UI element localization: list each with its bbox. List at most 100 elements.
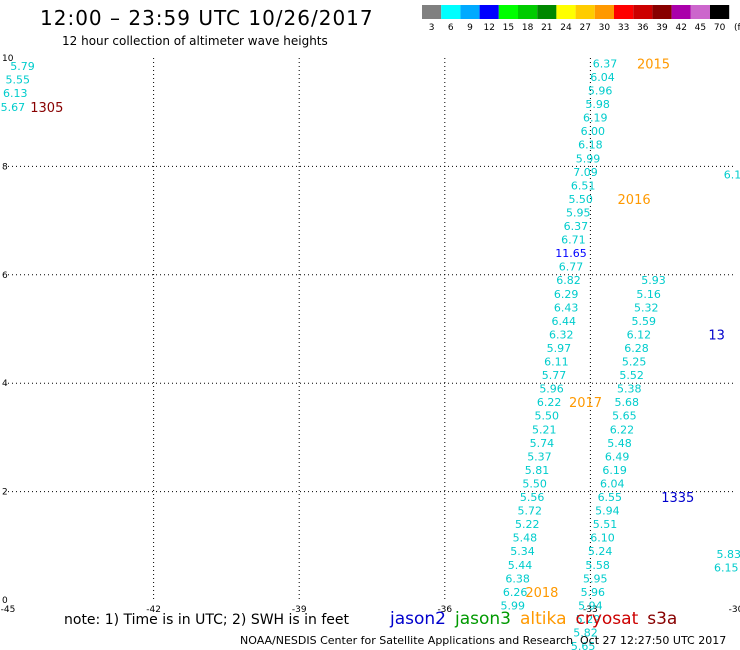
wave-height-point: 5.51 (593, 518, 618, 531)
color-scale-tick: 39 (656, 23, 668, 33)
color-scale-tick: 36 (637, 23, 649, 33)
wave-height-point: 6.04 (590, 71, 615, 84)
wave-height-point: 5.38 (617, 383, 642, 396)
color-swatch (422, 5, 442, 19)
wave-height-point: 6.19 (583, 112, 608, 125)
wave-height-point: 5.55 (5, 74, 30, 87)
color-swatch (556, 5, 576, 19)
color-scale-tick: 70 (714, 23, 726, 33)
wave-height-point: 6.77 (559, 261, 584, 274)
wave-height-point: 6.19 (602, 464, 627, 477)
y-tick-label: 10 (2, 54, 14, 64)
wave-height-point: 6.12 (627, 328, 652, 341)
wave-height-point: 5.50 (568, 193, 593, 206)
color-scale-tick: 3 (429, 23, 435, 33)
wave-height-point: 5.67 (1, 101, 26, 114)
pass-label: 2015 (637, 57, 670, 72)
y-tick-label: 4 (2, 379, 8, 389)
color-swatch (594, 5, 614, 19)
wave-height-point: 5.59 (632, 315, 657, 328)
wave-height-point: 5.96 (581, 586, 606, 599)
wave-height-point: 5.32 (634, 301, 659, 314)
wave-height-point: 6.55 (598, 491, 623, 504)
color-swatch (460, 5, 480, 19)
color-swatch (710, 5, 730, 19)
wave-height-point: 5.50 (534, 410, 559, 423)
y-tick-label: 8 (2, 162, 8, 172)
color-scale-tick: (ft) (734, 23, 740, 33)
wave-height-point: 6.29 (554, 288, 579, 301)
wave-height-point: 11.65 (555, 247, 587, 260)
wave-height-point: 5.77 (542, 369, 567, 382)
wave-height-point: 6.49 (605, 450, 630, 463)
color-swatch (479, 5, 499, 19)
wave-height-point: 6.11 (544, 356, 569, 369)
wave-height-point: 5.65 (612, 410, 637, 423)
color-scale-tick: 42 (675, 23, 686, 33)
wave-height-point: 5.95 (583, 572, 608, 585)
wave-height-point: 6.51 (571, 179, 596, 192)
wave-height-point: 5.21 (532, 423, 557, 436)
pass-label: 2016 (618, 193, 651, 208)
satellite-legend-jason3: jason3 (455, 609, 511, 629)
grid-lines (8, 58, 736, 600)
wave-height-point: 6.32 (549, 328, 574, 341)
wave-height-point: 5.22 (515, 518, 540, 531)
wave-height-point: 6.28 (624, 342, 649, 355)
x-tick-label: -42 (146, 605, 161, 615)
color-swatch (690, 5, 710, 19)
satellite-legend-altika: altika (520, 609, 567, 629)
color-scale-tick: 30 (599, 23, 611, 33)
wave-height-point: 6.00 (581, 125, 606, 138)
color-swatch (671, 5, 691, 19)
wave-height-point: 5.24 (588, 545, 613, 558)
wave-height-point: 5.99 (500, 599, 525, 612)
note-text: note: 1) Time is in UTC; 2) SWH is in fe… (64, 612, 350, 628)
wave-height-point: 6.18 (578, 139, 603, 152)
x-tick-label: -39 (292, 605, 307, 615)
wave-height-point: 5.94 (578, 599, 603, 612)
wave-height-point: 6.26 (503, 586, 528, 599)
wave-height-point: 5.29 (576, 613, 601, 626)
wave-height-point: 5.37 (527, 450, 552, 463)
wave-height-point: 6.43 (554, 301, 579, 314)
color-swatch (652, 5, 672, 19)
wave-height-point: 6.44 (551, 315, 576, 328)
color-scale-tick: 21 (541, 23, 552, 33)
color-swatch (633, 5, 653, 19)
wave-height-point: 6.13 (3, 87, 28, 100)
wave-height-point: 5.44 (508, 559, 533, 572)
wave-height-point: 5.72 (517, 505, 542, 518)
wave-height-point: 5.16 (636, 288, 661, 301)
wave-height-point: 5.82 (573, 627, 598, 640)
wave-height-point: 5.94 (595, 505, 620, 518)
color-swatch (518, 5, 538, 19)
x-tick-label: -45 (1, 605, 16, 615)
wave-height-point: 5.68 (615, 396, 640, 409)
wave-height-point: 5.50 (522, 477, 547, 490)
wave-height-point: 5.83 (716, 548, 740, 561)
wave-height-point: 5.56 (520, 491, 545, 504)
color-scale-tick: 6 (448, 23, 454, 33)
wave-height-point: 6.22 (537, 396, 562, 409)
satellite-legend-cryosat: cryosat (575, 609, 639, 629)
wave-height-point: 6.38 (505, 572, 530, 585)
wave-height-point: 5.81 (525, 464, 550, 477)
wave-height-point: 6.82 (556, 274, 581, 287)
axes: -45 -42 -39 -36 -33 -30 0 2 4 6 8 10 (1, 54, 740, 615)
page-subtitle: 12 hour collection of altimeter wave hei… (62, 34, 328, 48)
x-tick-label: -30 (729, 605, 740, 615)
wave-height-point: 5.93 (641, 274, 666, 287)
wave-height-point: 6.37 (564, 220, 589, 233)
color-scale-tick: 15 (503, 23, 514, 33)
color-swatch (614, 5, 634, 19)
wave-height-point: 5.96 (539, 383, 564, 396)
satellite-legend-jason2: jason2 (390, 609, 446, 629)
footer-timestamp: Oct 27 12:27:50 UTC 2017 (580, 634, 727, 647)
satellite-legend-s3a: s3a (647, 609, 678, 629)
page-title: 12:00 – 23:59 UTC 10/26/2017 (40, 6, 374, 30)
color-scale-tick: 33 (618, 23, 629, 33)
color-swatch (498, 5, 518, 19)
color-scale-tick: 9 (467, 23, 473, 33)
